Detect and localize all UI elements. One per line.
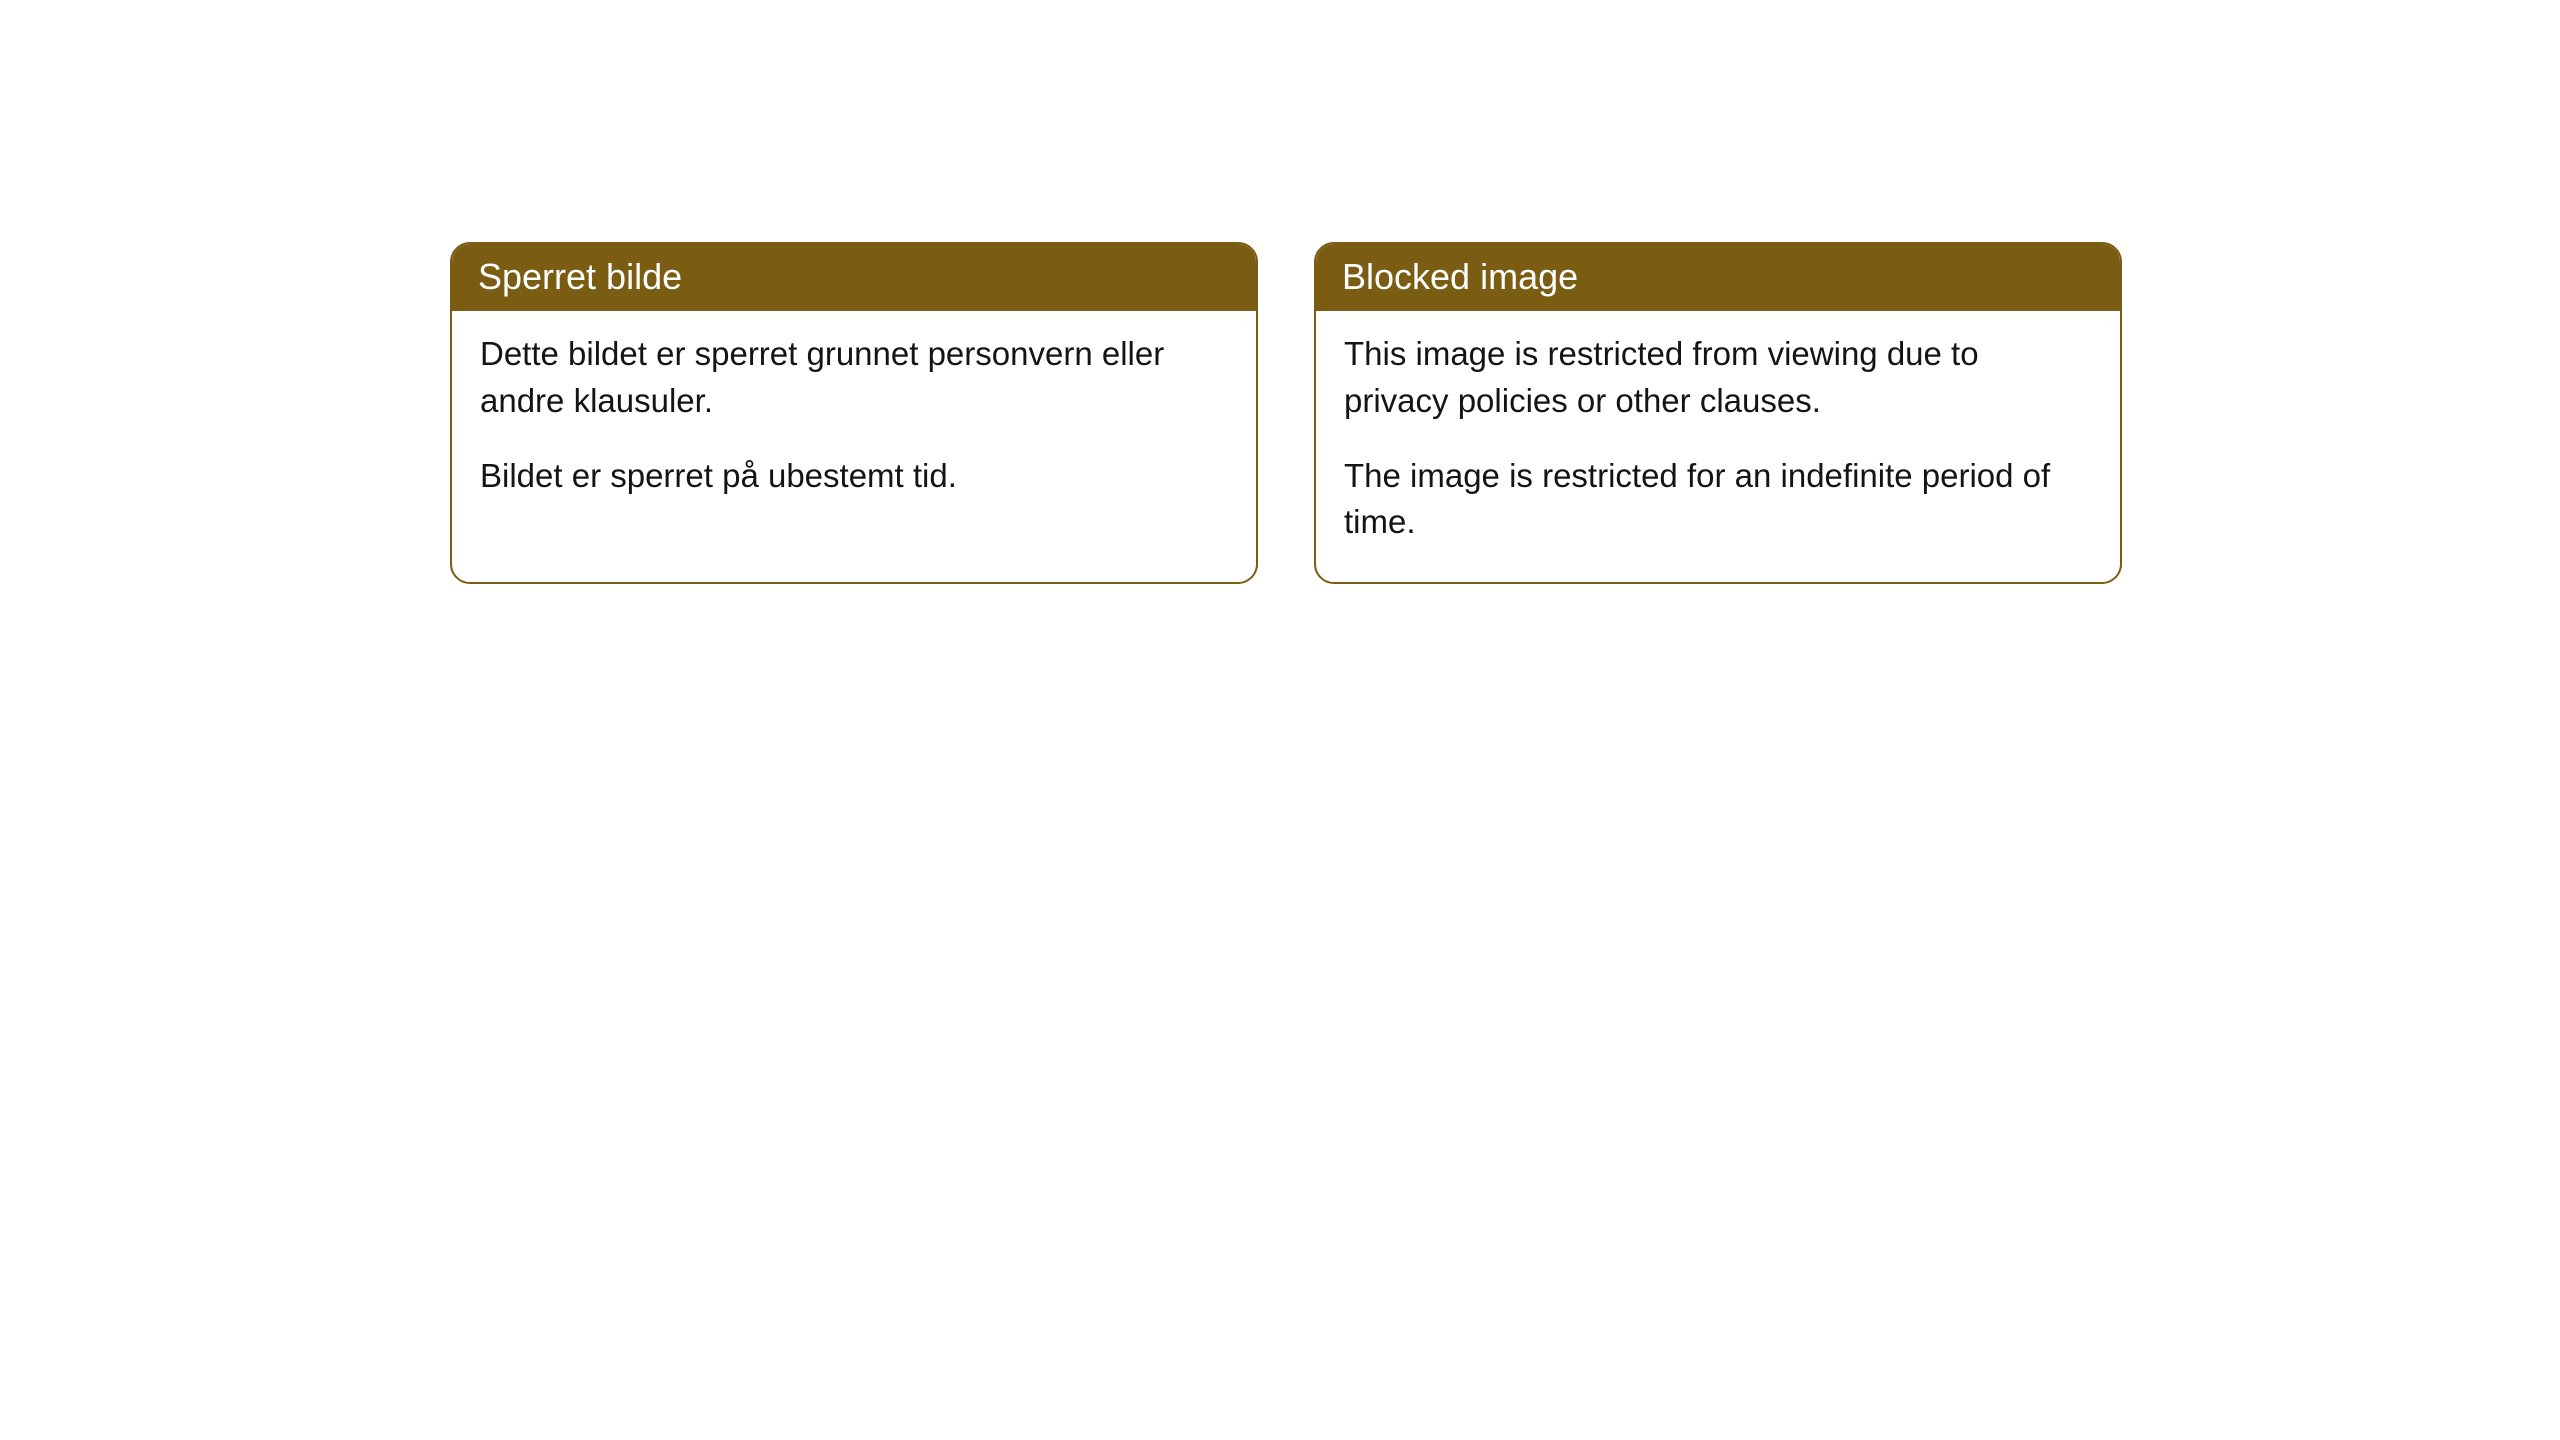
- notice-para1-english: This image is restricted from viewing du…: [1344, 331, 2092, 425]
- notice-para2-norwegian: Bildet er sperret på ubestemt tid.: [480, 453, 1228, 500]
- notice-cards-container: Sperret bilde Dette bildet er sperret gr…: [450, 242, 2122, 584]
- notice-para1-norwegian: Dette bildet er sperret grunnet personve…: [480, 331, 1228, 425]
- notice-card-norwegian: Sperret bilde Dette bildet er sperret gr…: [450, 242, 1258, 584]
- notice-header-english: Blocked image: [1316, 244, 2120, 311]
- notice-header-norwegian: Sperret bilde: [452, 244, 1256, 311]
- notice-para2-english: The image is restricted for an indefinit…: [1344, 453, 2092, 547]
- notice-body-english: This image is restricted from viewing du…: [1316, 311, 2120, 582]
- notice-body-norwegian: Dette bildet er sperret grunnet personve…: [452, 311, 1256, 536]
- notice-card-english: Blocked image This image is restricted f…: [1314, 242, 2122, 584]
